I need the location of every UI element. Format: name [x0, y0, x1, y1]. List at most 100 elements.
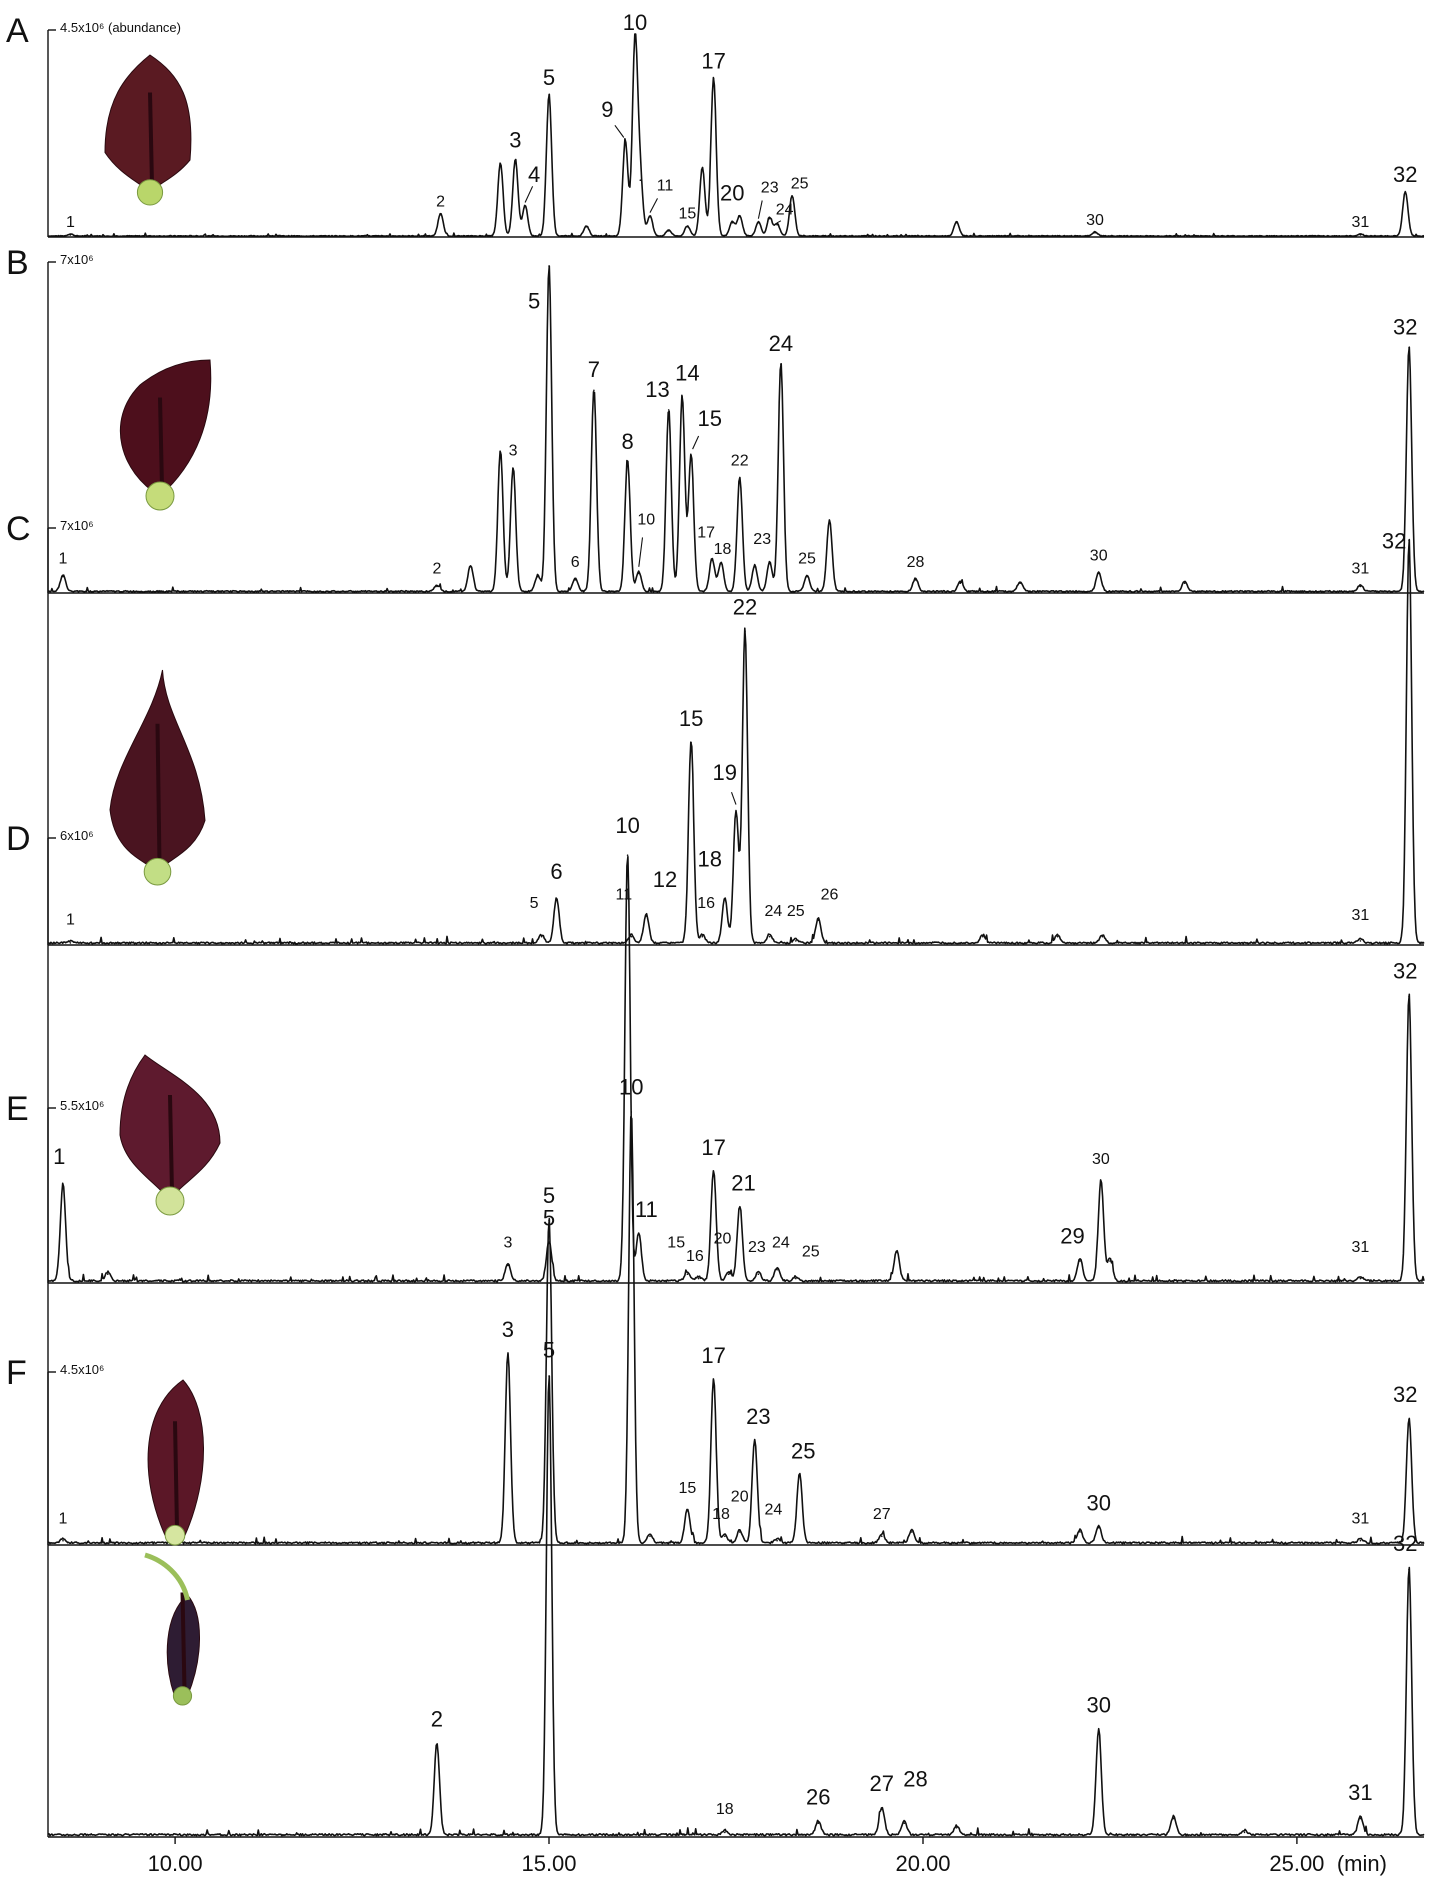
peak-label: 11 [657, 177, 674, 194]
panel-letter: D [6, 820, 31, 858]
peak-label: 24 [769, 331, 793, 356]
peak-label: 28 [903, 1766, 927, 1791]
spathe-flower-photo [119, 359, 212, 511]
peak-point [649, 215, 651, 218]
peak-leader-line [614, 124, 625, 138]
peak-point [1243, 1831, 1246, 1834]
peak-point [795, 940, 797, 942]
peak-label: 25 [791, 175, 809, 192]
spathe-flower-photo [119, 1054, 221, 1216]
peak-leader-line [757, 200, 763, 219]
peak-point [738, 1207, 741, 1209]
peak-point [1094, 232, 1096, 234]
peak-point [469, 566, 472, 568]
peak-point [776, 224, 778, 226]
peak-label: 32 [1393, 315, 1417, 340]
peak-label: 8 [621, 429, 633, 454]
peak-label: 13 [645, 377, 669, 402]
peak-label: 31 [1352, 1510, 1370, 1527]
peak-label: 29 [1060, 1223, 1084, 1248]
peak-label: 16 [697, 895, 715, 912]
peak-label: 15 [679, 706, 703, 731]
peak-point [630, 935, 633, 938]
peak-label: 22 [731, 453, 749, 470]
peak-label: 30 [1086, 1490, 1110, 1515]
peak-point [1359, 940, 1362, 942]
peak-point [1359, 1539, 1362, 1542]
peak-point [1408, 1568, 1410, 1571]
peak-point [62, 1185, 64, 1187]
peak-label: 31 [1352, 560, 1370, 577]
peak-point [1359, 234, 1362, 236]
peak-point [630, 1111, 633, 1113]
panel-letter: A [6, 12, 29, 50]
peak-label: 26 [821, 887, 839, 904]
tuber-shape [145, 481, 175, 511]
peak-point [62, 1539, 64, 1542]
peak-label: 30 [1092, 1151, 1110, 1168]
peak-point [1172, 1817, 1175, 1820]
peak-point [638, 572, 640, 575]
peak-label: 17 [701, 49, 725, 74]
peak-point [896, 1251, 898, 1253]
chromatogram-trace [48, 538, 1425, 945]
peak-point [959, 582, 962, 584]
peak-point [649, 1535, 651, 1538]
peak-label: 5 [528, 289, 540, 314]
peak-label: 18 [712, 1506, 730, 1523]
peak-label: 1 [59, 551, 68, 568]
peak-label: 20 [714, 1230, 732, 1247]
peak-point [881, 1535, 883, 1538]
tuber-shape [155, 1186, 185, 1216]
peak-label: 30 [1090, 547, 1108, 564]
peak-label: 15 [698, 406, 722, 431]
peak-point [1097, 572, 1100, 575]
peak-point [638, 1233, 640, 1236]
peak-label: 18 [714, 541, 732, 558]
peak-point [1019, 582, 1021, 584]
peak-label: 9 [601, 97, 613, 122]
peak-label: 19 [713, 760, 737, 785]
peak-point [626, 461, 629, 464]
peak-point [514, 159, 517, 161]
peak-point [757, 1273, 760, 1275]
peak-point [639, 179, 642, 181]
peak-point [712, 77, 715, 80]
peak-point [1404, 191, 1407, 194]
peak-point [724, 1831, 726, 1834]
peak-point [1408, 995, 1410, 998]
peak-point [585, 226, 588, 228]
peak-label: 32 [1382, 529, 1406, 554]
peak-point [69, 942, 72, 944]
peak-point [107, 1273, 109, 1275]
peak-label: 32 [1393, 1382, 1417, 1407]
peak-point [791, 195, 793, 198]
peak-point [548, 1219, 550, 1222]
peak-point [499, 451, 502, 454]
peak-point [1408, 347, 1410, 349]
peak-label: 1 [53, 1144, 65, 1169]
spathe-shape [119, 359, 212, 497]
peak-label: 2 [432, 560, 441, 577]
peak-point [1101, 935, 1104, 938]
abundance-scale-label: 5.5x10⁶ [60, 1098, 104, 1113]
peak-point [753, 566, 756, 568]
peak-point [436, 585, 438, 588]
peak-point [1079, 1531, 1081, 1533]
peak-point [624, 140, 627, 143]
peak-point [499, 163, 502, 165]
peak-label: 21 [731, 1170, 755, 1195]
peak-label: 30 [1086, 212, 1104, 229]
peak-label: 6 [571, 554, 580, 571]
peak-point [914, 579, 917, 581]
peak-label: 10 [637, 511, 655, 528]
peak-label: 17 [697, 524, 715, 541]
panel-letter: E [6, 1090, 29, 1128]
peak-label: 5 [543, 1183, 555, 1208]
peak-point [727, 1273, 730, 1275]
